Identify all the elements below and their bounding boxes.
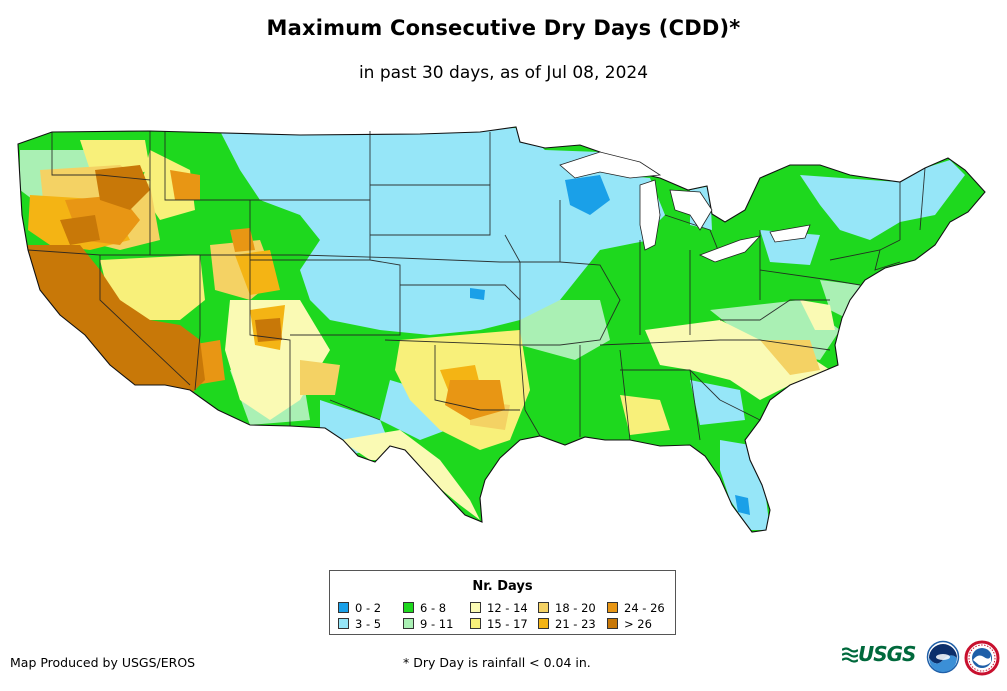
legend-swatch: [470, 618, 481, 629]
legend-item-9-11: 9 - 11: [403, 617, 453, 631]
legend-swatch: [607, 618, 618, 629]
nws-logo-icon: [964, 640, 1000, 676]
legend-item-24-26: 24 - 26: [607, 601, 665, 615]
producer-credit: Map Produced by USGS/EROS: [10, 655, 196, 670]
legend-item-21-23: 21 - 23: [538, 617, 596, 631]
legend-item-0-2: 0 - 2: [338, 601, 381, 615]
legend-title: Nr. Days: [472, 579, 533, 594]
lake-erie: [698, 235, 762, 263]
legend-swatch: [338, 618, 349, 629]
usgs-wordmark: USGS: [858, 642, 916, 666]
us-cdd-map: [17, 126, 986, 533]
legend-swatch: [470, 602, 481, 613]
lake-superior: [559, 151, 662, 179]
legend-item-12-14: 12 - 14: [470, 601, 528, 615]
legend-swatch: [607, 602, 618, 613]
noaa-logo-icon: [926, 640, 960, 674]
legend-swatch: [338, 602, 349, 613]
lake-michigan: [639, 179, 661, 251]
legend-swatch: [403, 618, 414, 629]
legend-item-15-17: 15 - 17: [470, 617, 528, 631]
legend-item-18-20: 18 - 20: [538, 601, 596, 615]
lake-huron: [669, 189, 713, 231]
legend-swatch: [403, 602, 414, 613]
legend: Nr. Days 0 - 2 3 - 5 6 - 8 9 - 11 12 - 1…: [329, 570, 676, 635]
dry-day-footnote: * Dry Day is rainfall < 0.04 in.: [403, 655, 591, 670]
usgs-wave-icon: [842, 647, 858, 663]
map-subtitle: in past 30 days, as of Jul 08, 2024: [358, 63, 649, 83]
legend-item-gt26: > 26: [607, 617, 652, 631]
lake-ontario: [769, 224, 811, 243]
map-title: Maximum Consecutive Dry Days (CDD)*: [266, 16, 741, 40]
agency-logos: USGS: [842, 638, 1002, 678]
legend-swatch: [538, 618, 549, 629]
legend-item-6-8: 6 - 8: [403, 601, 446, 615]
legend-swatch: [538, 602, 549, 613]
legend-item-3-5: 3 - 5: [338, 617, 381, 631]
